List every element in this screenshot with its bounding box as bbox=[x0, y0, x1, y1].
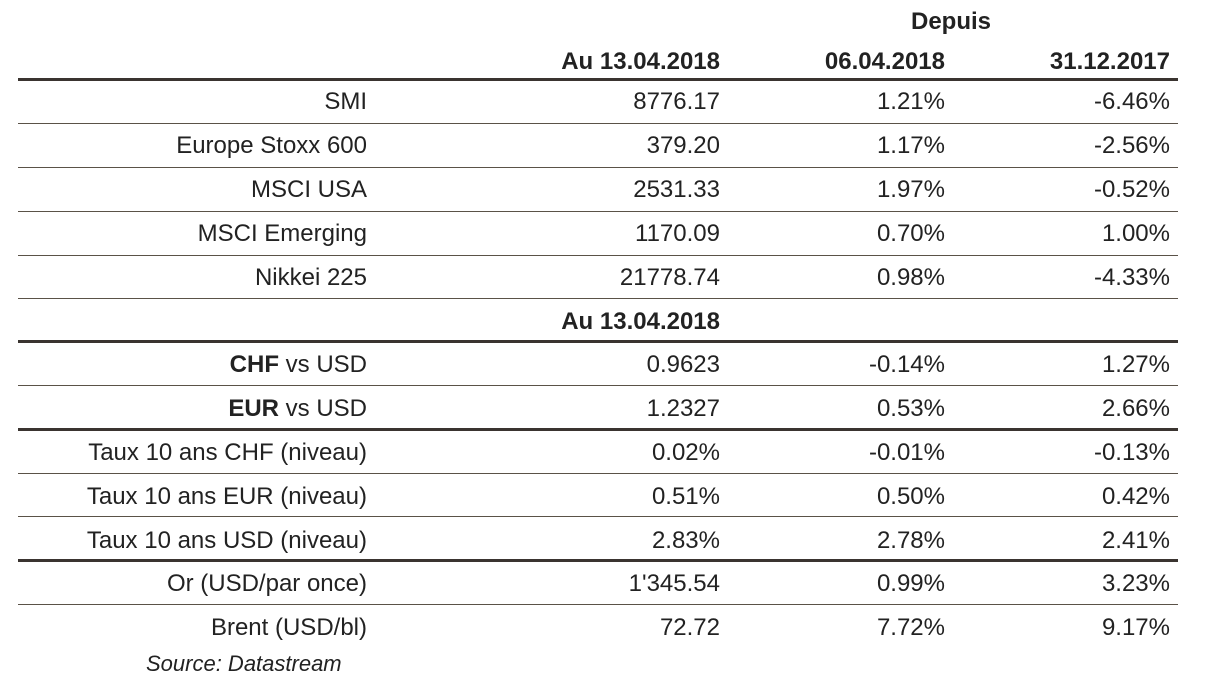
row-since-year: -2.56% bbox=[1093, 132, 1170, 159]
row-value: 0.9623 bbox=[646, 351, 720, 378]
row-since-year: -4.33% bbox=[1093, 264, 1170, 291]
row-label: Taux 10 ans EUR (niveau) bbox=[86, 483, 367, 510]
row-since-week: 1.21% bbox=[876, 88, 945, 115]
row-label: SMI bbox=[324, 88, 367, 115]
row-label: CHF vs USD bbox=[230, 353, 367, 377]
row-since-year: 1.27% bbox=[1101, 351, 1170, 378]
row-divider bbox=[18, 211, 1178, 212]
row-since-week: 0.70% bbox=[876, 220, 945, 247]
row-since-year: 2.41% bbox=[1101, 527, 1170, 554]
section2-header-col-current: Au 13.04.2018 bbox=[561, 308, 720, 335]
row-since-week: 1.17% bbox=[876, 132, 945, 159]
row-divider bbox=[18, 167, 1178, 168]
row-divider bbox=[18, 604, 1178, 605]
row-value: 0.51% bbox=[651, 483, 720, 510]
row-since-year: 1.00% bbox=[1101, 220, 1170, 247]
header-col-week: 06.04.2018 bbox=[824, 48, 945, 75]
row-label: MSCI Emerging bbox=[197, 220, 367, 247]
row-since-year: 0.42% bbox=[1101, 483, 1170, 510]
source-note: Source: Datastream bbox=[146, 651, 342, 676]
section2-divider bbox=[18, 340, 1178, 343]
row-since-week: 0.53% bbox=[876, 395, 945, 422]
row-since-year: 9.17% bbox=[1101, 614, 1170, 641]
row-value: 21778.74 bbox=[619, 264, 720, 291]
row-value: 2531.33 bbox=[633, 176, 720, 203]
row-since-week: 0.99% bbox=[876, 570, 945, 597]
header-divider bbox=[18, 78, 1178, 81]
currency-suffix: vs USD bbox=[278, 395, 367, 422]
header-depuis: Depuis bbox=[911, 8, 992, 35]
row-value: 1.2327 bbox=[646, 395, 720, 422]
row-value: 1170.09 bbox=[635, 220, 720, 247]
row-since-year: 2.66% bbox=[1101, 395, 1170, 422]
row-label: EUR vs USD bbox=[228, 397, 367, 421]
header-col-current: Au 13.04.2018 bbox=[561, 48, 720, 75]
row-label: Brent (USD/bl) bbox=[210, 614, 367, 641]
currency-suffix: vs USD bbox=[278, 351, 367, 378]
row-value: 1'345.54 bbox=[628, 570, 720, 597]
row-value: 2.83% bbox=[651, 527, 720, 554]
row-since-week: -0.01% bbox=[868, 439, 945, 466]
currency-code: CHF bbox=[229, 351, 279, 378]
row-since-week: -0.14% bbox=[868, 351, 945, 378]
row-label: Nikkei 225 bbox=[254, 264, 367, 291]
row-since-year: 3.23% bbox=[1101, 570, 1170, 597]
currency-code: EUR bbox=[228, 395, 279, 422]
row-divider bbox=[18, 298, 1178, 299]
row-divider bbox=[18, 516, 1178, 517]
row-value: 72.72 bbox=[659, 614, 720, 641]
row-value: 379.20 bbox=[646, 132, 720, 159]
row-since-week: 0.98% bbox=[876, 264, 945, 291]
row-label: Taux 10 ans USD (niveau) bbox=[86, 527, 367, 554]
row-label: Europe Stoxx 600 bbox=[176, 132, 367, 159]
row-since-week: 7.72% bbox=[876, 614, 945, 641]
row-divider bbox=[18, 473, 1178, 474]
row-since-week: 2.78% bbox=[876, 527, 945, 554]
row-value: 0.02% bbox=[651, 439, 720, 466]
row-since-year: -6.46% bbox=[1093, 88, 1170, 115]
row-divider bbox=[18, 385, 1178, 386]
section-divider bbox=[18, 428, 1178, 431]
row-since-week: 1.97% bbox=[876, 176, 945, 203]
row-label: Or (USD/par once) bbox=[166, 570, 367, 597]
row-since-year: -0.13% bbox=[1093, 439, 1170, 466]
section-divider bbox=[18, 559, 1178, 562]
header-col-year: 31.12.2017 bbox=[1049, 48, 1170, 75]
row-divider bbox=[18, 255, 1178, 256]
row-since-year: -0.52% bbox=[1093, 176, 1170, 203]
row-label: Taux 10 ans CHF (niveau) bbox=[88, 439, 367, 466]
row-label: MSCI USA bbox=[250, 176, 367, 203]
row-value: 8776.17 bbox=[633, 88, 720, 115]
row-divider bbox=[18, 123, 1178, 124]
row-since-week: 0.50% bbox=[876, 483, 945, 510]
